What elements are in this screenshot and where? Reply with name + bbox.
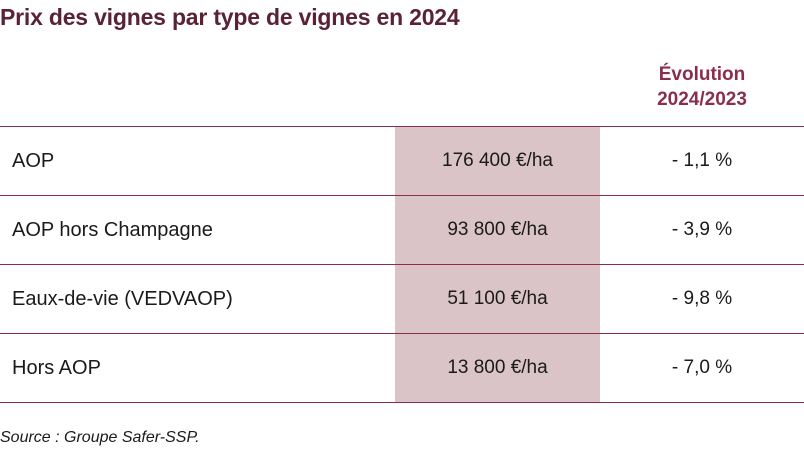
row-evolution: - 1,1 % bbox=[671, 150, 733, 171]
row-evolution: - 9,8 % bbox=[671, 288, 733, 309]
table-row: AOP hors Champagne 93 800 €/ha - 3,9 % bbox=[0, 195, 804, 264]
row-price: 51 100 €/ha bbox=[447, 288, 548, 309]
row-evolution: - 3,9 % bbox=[671, 219, 733, 240]
chart-title: Prix des vignes par type de vignes en 20… bbox=[0, 4, 460, 30]
evolution-header-line-1: Évolution bbox=[658, 64, 746, 85]
row-price: 176 400 €/ha bbox=[442, 150, 553, 171]
row-label: Hors AOP bbox=[12, 356, 101, 379]
row-label: AOP hors Champagne bbox=[12, 218, 213, 241]
row-label: AOP bbox=[12, 149, 55, 172]
row-price: 13 800 €/ha bbox=[447, 357, 548, 378]
row-evolution: - 7,0 % bbox=[671, 357, 733, 378]
table-row: Hors AOP 13 800 €/ha - 7,0 % bbox=[0, 333, 804, 403]
source-note: Source : Groupe Safer-SSP. bbox=[0, 429, 200, 446]
table-row: Eaux-de-vie (VEDVAOP) 51 100 €/ha - 9,8 … bbox=[0, 264, 804, 333]
row-label: Eaux-de-vie (VEDVAOP) bbox=[12, 287, 233, 310]
row-price: 93 800 €/ha bbox=[447, 219, 548, 240]
price-table: AOP 176 400 €/ha - 1,1 % AOP hors Champa… bbox=[0, 126, 804, 403]
evolution-header-line-2: 2024/2023 bbox=[657, 89, 747, 110]
table-row: AOP 176 400 €/ha - 1,1 % bbox=[0, 126, 804, 195]
evolution-column-header: Évolution 2024/2023 bbox=[600, 62, 804, 112]
